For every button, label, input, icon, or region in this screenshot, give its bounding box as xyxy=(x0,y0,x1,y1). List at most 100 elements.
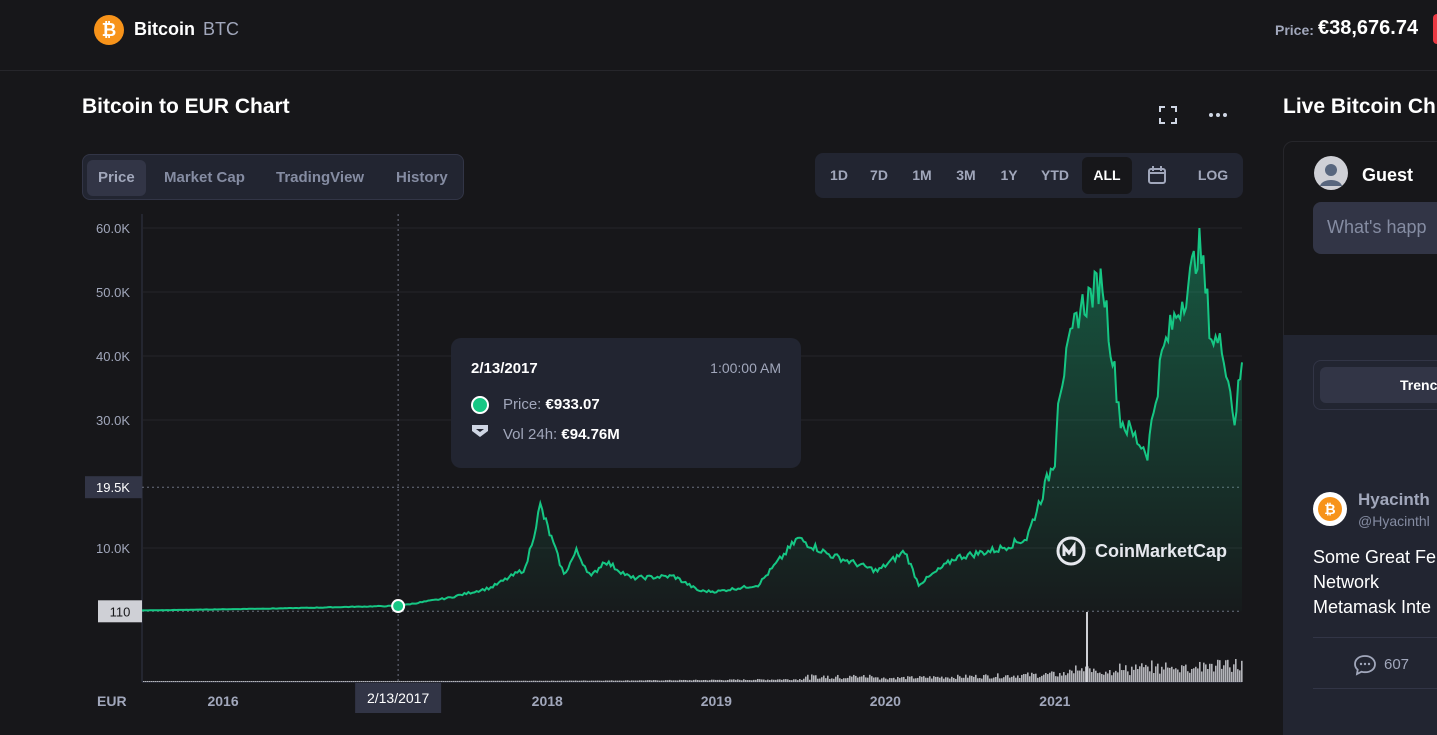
user-name: Guest xyxy=(1362,165,1414,185)
price-chart[interactable]: 60.0K 50.0K 40.0K 30.0K 10.0K 19.5K 110 2016 201… xyxy=(82,210,1252,716)
volume-bar xyxy=(1023,674,1025,682)
volume-bar xyxy=(525,680,527,682)
volume-bar xyxy=(1165,662,1167,682)
volume-bar xyxy=(791,680,793,682)
currency-label: EUR xyxy=(97,693,127,709)
range-3m[interactable]: 3M xyxy=(956,167,976,183)
volume-bar xyxy=(953,677,955,682)
volume-bar xyxy=(935,676,937,682)
post-compose-input[interactable]: What's happ xyxy=(1313,202,1437,254)
range-7d[interactable]: 7D xyxy=(870,167,888,183)
tooltip-price-label: Price: xyxy=(503,396,542,413)
volume-bar xyxy=(343,680,345,682)
post-author[interactable]: Hyacinth xyxy=(1358,490,1430,509)
comment-icon[interactable] xyxy=(1353,654,1377,676)
volume-bar xyxy=(677,680,679,682)
volume-bar xyxy=(301,680,303,682)
volume-bar xyxy=(1205,664,1207,682)
volume-bar xyxy=(379,680,381,682)
volume-bar xyxy=(567,680,569,682)
volume-bar xyxy=(1045,672,1047,682)
more-horizontal-icon[interactable] xyxy=(1207,104,1229,126)
volume-bar xyxy=(1077,670,1079,682)
volume-bar xyxy=(847,677,849,682)
volume-bar xyxy=(817,678,819,682)
volume-bar xyxy=(1101,673,1103,682)
volume-bar xyxy=(159,681,161,682)
volume-bar xyxy=(759,679,761,682)
volume-bar xyxy=(667,680,669,682)
volume-bar xyxy=(263,680,265,682)
volume-bar xyxy=(587,680,589,682)
volume-bar xyxy=(1011,676,1013,682)
tab-price[interactable]: Price xyxy=(87,160,146,196)
volume-bar xyxy=(203,680,205,682)
volume-bar xyxy=(711,679,713,682)
volume-bar xyxy=(669,679,671,682)
volume-bar xyxy=(863,675,865,682)
expand-icon[interactable] xyxy=(1157,104,1179,126)
volume-bar xyxy=(573,680,575,682)
volume-bar xyxy=(943,678,945,682)
volume-bar xyxy=(683,679,685,682)
volume-bar xyxy=(855,675,857,682)
range-ytd[interactable]: YTD xyxy=(1041,167,1069,183)
volume-bar xyxy=(475,680,477,682)
bitcoin-icon: ₿ xyxy=(1318,497,1342,521)
volume-bar xyxy=(775,679,777,682)
range-1d[interactable]: 1D xyxy=(830,167,848,183)
volume-bar xyxy=(1107,673,1109,682)
calendar-icon[interactable] xyxy=(1137,157,1177,194)
volume-bar xyxy=(485,680,487,682)
volume-bar xyxy=(887,679,889,682)
volume-bar xyxy=(585,680,587,682)
tooltip-time: 1:00:00 AM xyxy=(710,360,781,376)
volume-bar xyxy=(905,679,907,682)
volume-bar xyxy=(269,680,271,682)
volume-bar xyxy=(323,680,325,682)
post-avatar[interactable]: ₿ xyxy=(1313,492,1347,526)
volume-bar xyxy=(929,676,931,682)
volume-bar xyxy=(991,678,993,682)
y-tick-label: 60.0K xyxy=(96,221,130,236)
volume-bar xyxy=(295,680,297,682)
volume-bar xyxy=(443,680,445,682)
volume-bar xyxy=(1189,672,1191,682)
tab-trending[interactable]: Trenc xyxy=(1320,367,1437,403)
x-tick-label: 2016 xyxy=(207,693,238,709)
range-all[interactable]: ALL xyxy=(1082,157,1132,194)
volume-bar xyxy=(1129,675,1131,682)
post-text[interactable]: Some Great Fe Network Metamask Inte xyxy=(1313,547,1437,617)
volume-bar xyxy=(369,680,371,682)
tab-tradingview[interactable]: TradingView xyxy=(276,169,365,186)
volume-bar xyxy=(945,677,947,682)
volume-bar xyxy=(517,680,519,682)
volume-bar xyxy=(499,680,501,682)
volume-bar xyxy=(175,681,177,682)
range-log[interactable]: LOG xyxy=(1197,167,1229,183)
volume-bar xyxy=(655,680,657,682)
volume-bar xyxy=(293,680,295,682)
volume-bar xyxy=(1117,672,1119,682)
volume-bar xyxy=(1219,660,1221,682)
volume-bar xyxy=(1083,671,1085,682)
volume-bar xyxy=(1071,670,1073,682)
volume-bar xyxy=(251,680,253,682)
volume-bar xyxy=(773,679,775,682)
axis-ticks: 60.0K 50.0K 40.0K 30.0K 10.0K 19.5K 110 2016 201… xyxy=(85,221,1071,709)
volume-bar xyxy=(989,678,991,682)
tab-history[interactable]: History xyxy=(396,169,448,186)
volume-bar xyxy=(885,678,887,682)
volume-bar xyxy=(1235,658,1237,682)
tab-market-cap[interactable]: Market Cap xyxy=(164,169,245,186)
volume-bar xyxy=(1137,669,1139,682)
volume-bar xyxy=(717,679,719,682)
volume-bar xyxy=(347,680,349,682)
volume-bar xyxy=(993,677,995,682)
range-1y[interactable]: 1Y xyxy=(1000,167,1018,183)
volume-bar xyxy=(763,679,765,682)
volume-bar xyxy=(435,680,437,682)
volume-bar xyxy=(287,680,289,682)
range-1m[interactable]: 1M xyxy=(912,167,932,183)
volume-bar xyxy=(897,677,899,682)
